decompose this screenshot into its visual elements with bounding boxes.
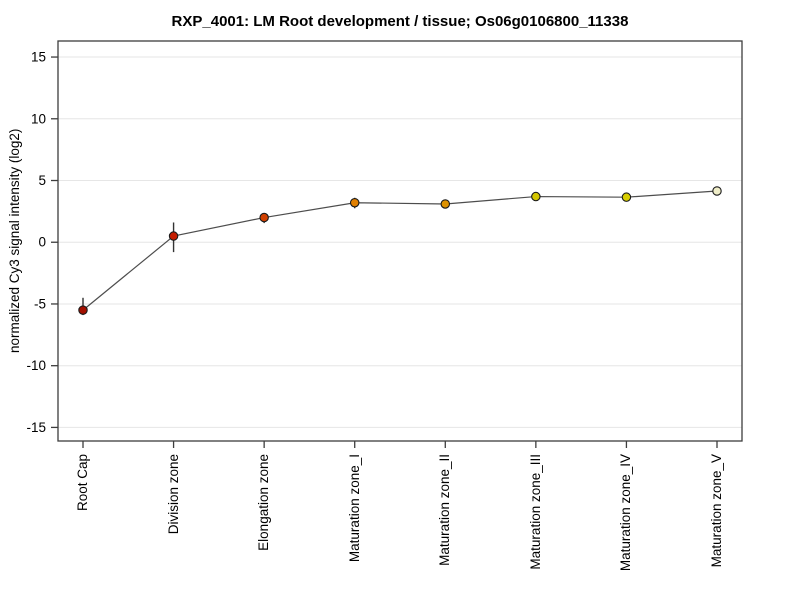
y-axis-label: normalized Cy3 signal intensity (log2) — [7, 128, 22, 354]
data-point-maturation-zone-i — [349, 197, 360, 208]
plot-border — [57, 40, 743, 442]
x-tick-label-division-zone: Division zone — [165, 454, 181, 535]
x-tick-label-elongation-zone: Elongation zone — [256, 454, 272, 551]
data-point-maturation-zone-iii — [531, 191, 541, 202]
y-tick-label: -10 — [26, 358, 46, 373]
y-tick-label: -15 — [26, 420, 46, 435]
data-point-maturation-zone-v — [712, 186, 722, 196]
x-tick-label-maturation-zone-ii: Maturation zone_II — [437, 454, 453, 566]
y-tick-label: -5 — [34, 296, 46, 311]
y-tick-label: 5 — [38, 173, 46, 188]
chart-title: RXP_4001: LM Root development / tissue; … — [171, 13, 629, 30]
data-point-root-cap — [78, 305, 88, 315]
y-tick-label: 15 — [31, 50, 46, 65]
data-point-maturation-zone-ii — [440, 199, 451, 209]
x-tick-label-maturation-zone-iii: Maturation zone_III — [527, 454, 543, 570]
x-tick-label-maturation-zone-i: Maturation zone_I — [346, 454, 362, 563]
y-tick-label: 10 — [31, 111, 46, 126]
data-point-maturation-zone-iv — [621, 192, 632, 202]
x-tick-label-root-cap: Root Cap — [75, 454, 90, 512]
series-line — [82, 190, 718, 311]
y-tick-label: 0 — [38, 235, 46, 250]
data-point-elongation-zone — [259, 212, 269, 223]
x-tick-label-maturation-zone-v: Maturation zone_V — [709, 454, 724, 568]
x-tick-label-maturation-zone-iv: Maturation zone_IV — [618, 454, 634, 572]
data-point-division-zone — [168, 231, 179, 241]
